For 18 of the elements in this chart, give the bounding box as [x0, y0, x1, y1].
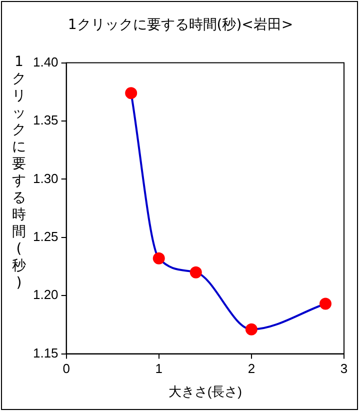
point — [319, 298, 332, 310]
point — [245, 323, 258, 336]
x-axis-title: 大きさ(長さ) — [168, 384, 242, 399]
x-tick-label: 1 — [155, 361, 162, 376]
x-tick-label: 0 — [62, 361, 70, 376]
text: 1クリックに要する時間(秒) — [12, 54, 26, 291]
y-tick-label: 1.15 — [32, 345, 58, 360]
x-tick-label: 2 — [248, 361, 256, 376]
x-tick-label: 3 — [340, 361, 348, 376]
y-tick-label: 1.40 — [32, 54, 58, 70]
chart-title: 1クリックに要する時間(秒)<岩田> — [66, 16, 294, 34]
point — [152, 252, 165, 264]
y-tick-label: 1.35 — [32, 112, 58, 128]
y-tick-label: 1.30 — [32, 170, 58, 186]
point — [190, 266, 202, 278]
y-tick-label: 1.25 — [32, 228, 58, 244]
y-tick-label: 1.20 — [32, 287, 58, 302]
point — [125, 87, 138, 100]
